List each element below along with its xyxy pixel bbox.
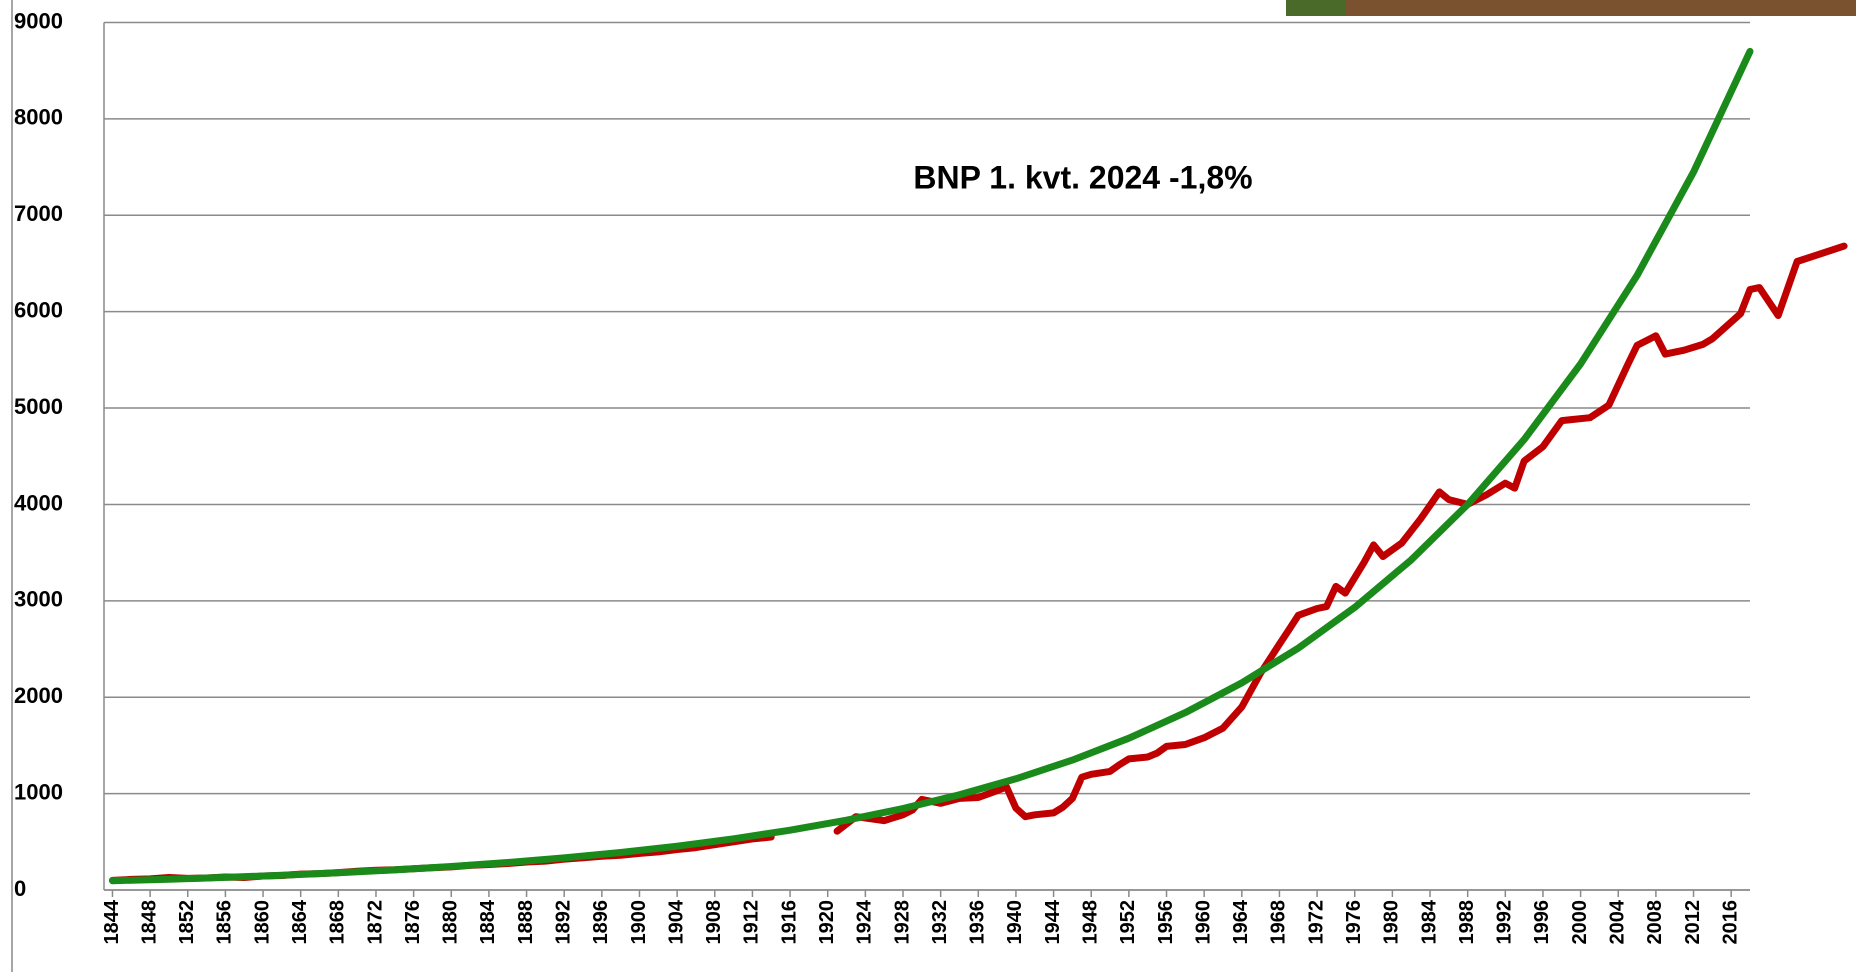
- x-tick-label: 1892: [552, 900, 574, 945]
- x-tick-label: 1868: [327, 900, 349, 945]
- y-tick-label: 9000: [14, 8, 63, 33]
- x-tick-label: 1940: [1004, 900, 1026, 945]
- x-tick-label: 1880: [440, 900, 462, 945]
- x-tick-label: 1916: [778, 900, 800, 945]
- x-tick-label: 1956: [1155, 900, 1177, 945]
- x-tick-label: 1960: [1192, 900, 1214, 945]
- y-tick-label: 8000: [14, 105, 63, 130]
- x-tick-label: 1924: [854, 899, 876, 944]
- y-tick-label: 0: [14, 876, 26, 901]
- x-tick-label: 2000: [1569, 900, 1591, 945]
- annotation: BNP 1. kvt. 2024 -1,8%: [913, 159, 1252, 195]
- x-tick-label: 2008: [1644, 900, 1666, 945]
- x-tick-label: 1884: [477, 899, 499, 944]
- x-tick-label: 1948: [1080, 900, 1102, 945]
- x-tick-label: 2016: [1719, 900, 1741, 945]
- x-tick-label: 1864: [289, 899, 311, 944]
- x-tick-label: 1944: [1042, 899, 1064, 944]
- x-tick-label: 1980: [1381, 900, 1403, 945]
- x-tick-label: 1912: [741, 900, 763, 945]
- x-tick-label: 1936: [967, 900, 989, 945]
- x-tick-label: 1844: [101, 899, 123, 944]
- x-tick-label: 1856: [214, 900, 236, 945]
- x-tick-label: 1996: [1531, 900, 1553, 945]
- x-tick-label: 1872: [364, 900, 386, 945]
- x-tick-label: 1988: [1456, 900, 1478, 945]
- y-tick-label: 4000: [14, 490, 63, 515]
- x-tick-label: 1896: [590, 900, 612, 945]
- x-tick-label: 1852: [176, 900, 198, 945]
- x-tick-label: 1900: [628, 900, 650, 945]
- y-tick-label: 7000: [14, 201, 63, 226]
- y-tick-label: 5000: [14, 394, 63, 419]
- data-line: [837, 246, 1844, 831]
- chart: BNP 1. kvt. 2024 -1,8% 0 1000 2000 3000 4000…: [0, 0, 1856, 972]
- page: {"chart_data":{"type":"line", "annotatio…: [0, 0, 1856, 972]
- y-tick-label: 1000: [14, 779, 63, 804]
- thumbnail-image: [1286, 0, 1856, 16]
- x-tick-label: 1920: [816, 900, 838, 945]
- x-tick-label: 1984: [1418, 899, 1440, 944]
- thumbnail-detail: [1286, 0, 1346, 16]
- x-tick-label: 2004: [1607, 899, 1629, 944]
- x-tick-label: 1908: [703, 900, 725, 945]
- x-tick-label: 1972: [1305, 900, 1327, 945]
- x-tick-label: 1992: [1494, 900, 1516, 945]
- x-tick-label: 1888: [515, 900, 537, 945]
- x-tick-label: 1952: [1117, 900, 1139, 945]
- x-tick-label: 1848: [138, 900, 160, 945]
- x-tick-label: 1928: [891, 900, 913, 945]
- x-tick-label: 1860: [251, 900, 273, 945]
- y-tick-label: 6000: [14, 297, 63, 322]
- x-tick-label: 1964: [1230, 899, 1252, 944]
- y-tick-label: 2000: [14, 683, 63, 708]
- x-tick-label: 1932: [929, 900, 951, 945]
- y-tick-label: 3000: [14, 587, 63, 612]
- x-tick-label: 1876: [402, 900, 424, 945]
- x-tick-label: 1976: [1343, 900, 1365, 945]
- x-tick-label: 1968: [1268, 900, 1290, 945]
- x-tick-label: 2012: [1682, 900, 1704, 945]
- x-tick-label: 1904: [665, 899, 687, 944]
